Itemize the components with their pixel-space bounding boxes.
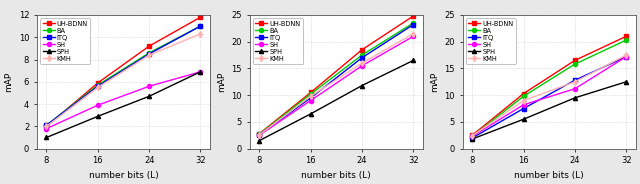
SH xyxy=(571,88,579,90)
Line: KMH: KMH xyxy=(44,32,202,128)
ITQ xyxy=(196,25,204,27)
Line: BA: BA xyxy=(44,24,202,127)
SPH xyxy=(255,139,263,142)
SH xyxy=(410,35,417,37)
KMH xyxy=(43,125,51,128)
Line: SPH: SPH xyxy=(44,70,202,140)
BA xyxy=(520,95,527,97)
KMH xyxy=(358,62,366,64)
UH-BDNN xyxy=(520,92,527,95)
BA xyxy=(468,135,476,137)
SPH xyxy=(468,138,476,140)
KMH xyxy=(145,54,153,56)
SPH xyxy=(622,81,630,83)
Line: UH-BDNN: UH-BDNN xyxy=(257,14,415,136)
BA xyxy=(43,124,51,126)
BA xyxy=(196,25,204,27)
KMH xyxy=(571,81,579,83)
ITQ xyxy=(410,24,417,26)
BA xyxy=(410,22,417,24)
Line: ITQ: ITQ xyxy=(470,55,628,140)
ITQ xyxy=(255,134,263,136)
BA xyxy=(145,52,153,54)
SH xyxy=(255,134,263,136)
Line: BA: BA xyxy=(257,21,415,136)
SPH xyxy=(196,71,204,73)
KMH xyxy=(255,134,263,136)
KMH xyxy=(196,33,204,35)
Legend: UH-BDNN, BA, ITQ, SH, SPH, KMH: UH-BDNN, BA, ITQ, SH, SPH, KMH xyxy=(253,18,303,64)
ITQ xyxy=(43,124,51,126)
Line: SPH: SPH xyxy=(470,80,628,141)
UH-BDNN xyxy=(43,125,51,128)
UH-BDNN xyxy=(358,49,366,51)
ITQ xyxy=(358,57,366,59)
ITQ xyxy=(520,107,527,110)
SH xyxy=(196,71,204,73)
Y-axis label: mAP: mAP xyxy=(217,72,226,92)
KMH xyxy=(410,33,417,35)
ITQ xyxy=(94,85,102,87)
ITQ xyxy=(468,137,476,139)
SH xyxy=(622,56,630,58)
ITQ xyxy=(622,56,630,58)
Line: KMH: KMH xyxy=(470,53,628,138)
UH-BDNN xyxy=(255,132,263,135)
UH-BDNN xyxy=(622,35,630,37)
ITQ xyxy=(571,79,579,81)
Line: ITQ: ITQ xyxy=(257,22,415,137)
SPH xyxy=(520,118,527,120)
KMH xyxy=(520,99,527,102)
SH xyxy=(307,99,314,102)
Y-axis label: mAP: mAP xyxy=(430,72,439,92)
KMH xyxy=(468,135,476,137)
Line: KMH: KMH xyxy=(257,32,415,137)
UH-BDNN xyxy=(571,59,579,61)
UH-BDNN xyxy=(307,91,314,94)
UH-BDNN xyxy=(196,16,204,18)
Legend: UH-BDNN, BA, ITQ, SH, SPH, KMH: UH-BDNN, BA, ITQ, SH, SPH, KMH xyxy=(40,18,90,64)
SH xyxy=(358,65,366,67)
SH xyxy=(520,104,527,106)
SPH xyxy=(145,95,153,97)
KMH xyxy=(622,54,630,56)
SH xyxy=(468,135,476,137)
BA xyxy=(307,93,314,95)
SPH xyxy=(307,113,314,115)
X-axis label: number bits (L): number bits (L) xyxy=(88,171,158,180)
SPH xyxy=(43,136,51,139)
Line: SH: SH xyxy=(470,55,628,138)
SH xyxy=(145,85,153,87)
X-axis label: number bits (L): number bits (L) xyxy=(301,171,371,180)
BA xyxy=(622,39,630,41)
X-axis label: number bits (L): number bits (L) xyxy=(515,171,584,180)
Y-axis label: mAP: mAP xyxy=(4,72,13,92)
SPH xyxy=(571,97,579,99)
SH xyxy=(94,104,102,106)
SPH xyxy=(358,84,366,87)
KMH xyxy=(94,86,102,89)
SPH xyxy=(410,59,417,61)
BA xyxy=(255,133,263,135)
BA xyxy=(94,84,102,86)
UH-BDNN xyxy=(410,15,417,17)
UH-BDNN xyxy=(468,134,476,136)
KMH xyxy=(307,95,314,97)
SH xyxy=(43,128,51,130)
UH-BDNN xyxy=(94,82,102,84)
UH-BDNN xyxy=(145,45,153,47)
Legend: UH-BDNN, BA, ITQ, SH, SPH, KMH: UH-BDNN, BA, ITQ, SH, SPH, KMH xyxy=(466,18,516,64)
BA xyxy=(358,54,366,56)
Line: SH: SH xyxy=(257,34,415,137)
SPH xyxy=(94,115,102,117)
Line: SPH: SPH xyxy=(257,58,415,143)
Line: UH-BDNN: UH-BDNN xyxy=(470,34,628,137)
Line: UH-BDNN: UH-BDNN xyxy=(44,15,202,128)
Line: ITQ: ITQ xyxy=(44,24,202,127)
Line: BA: BA xyxy=(470,38,628,138)
Line: SH: SH xyxy=(44,70,202,131)
ITQ xyxy=(145,53,153,55)
ITQ xyxy=(307,97,314,99)
BA xyxy=(571,63,579,65)
